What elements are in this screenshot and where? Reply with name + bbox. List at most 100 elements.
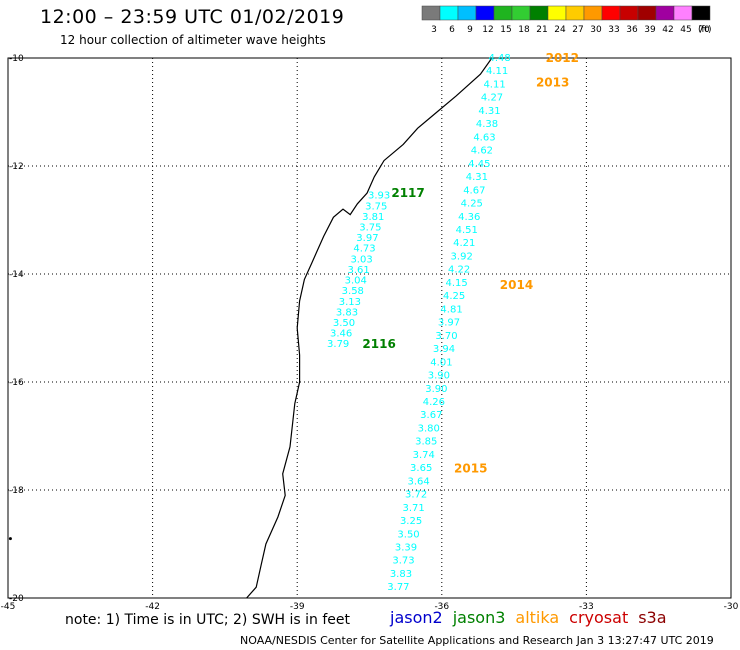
wave-height-value: 4.01 [430,357,452,368]
wave-height-value: 3.93 [368,191,390,202]
wave-height-value: 4.67 [463,185,485,196]
legend-label: 39 [644,25,656,35]
legend-label: 36 [626,25,638,35]
legend-label: 18 [518,25,530,35]
wave-height-value: 3.97 [356,233,378,244]
wave-height-value: 3.67 [420,410,442,421]
legend-label: 70 [698,25,710,35]
legend-swatch [691,5,711,21]
legend-label: 24 [554,25,566,35]
legend-label: 27 [572,25,583,35]
lon-tick-label: -39 [290,602,305,610]
wave-height-value: 4.62 [471,146,493,157]
wave-height-value: 4.15 [445,278,467,289]
coastline [246,57,493,599]
wave-height-value: 4.21 [453,238,475,249]
wave-height-value: 3.39 [395,543,417,554]
map-frame [7,57,732,599]
wave-height-value: 4.25 [443,291,465,302]
wave-height-value: 3.77 [387,582,409,593]
pass-label: 2117 [391,186,424,200]
footer-note: note: 1) Time is in UTC; 2) SWH is in fe… [65,612,351,628]
satellite-legend-s3a: s3a [638,608,667,627]
wave-height-value: 3.61 [348,265,370,276]
wave-height-value: 4.25 [461,199,483,210]
wave-height-value: 3.97 [438,318,460,329]
wave-height-value: 3.70 [435,331,457,342]
lat-tick-label: -20 [9,594,24,604]
wave-height-value: 3.03 [350,254,372,265]
wave-height-value: 3.64 [408,476,430,487]
wave-height-value: 4.51 [456,225,478,236]
wave-height-value: 3.94 [433,344,455,355]
lat-tick-label: -10 [9,54,24,64]
wave-height-value: 4.31 [478,106,500,117]
wave-height-value: 3.90 [428,371,450,382]
wave-height-value: 4.63 [473,132,495,143]
wave-height-value: 4.38 [476,119,498,130]
legend-label: 15 [500,25,511,35]
pass-label: 2012 [546,51,579,65]
wave-height-value: 3.72 [405,490,427,501]
lon-tick-label: -30 [724,602,739,610]
wave-height-value: 4.26 [423,397,445,408]
wave-height-value: 4.27 [481,93,503,104]
pass-label: 2014 [500,278,533,292]
color-legend: 3 6 9 12 15 18 21 24 27 30 33 36 39 42 45 70(ft) [421,5,712,35]
pass-label: 2013 [536,75,569,89]
satellite-legend: jason2 jason3 altika cryosat s3a [390,608,677,632]
wave-height-value: 3.90 [425,384,447,395]
wave-height-value: 3.83 [390,569,412,580]
wave-height-value: 3.50 [397,529,419,540]
lon-tick-label: -42 [145,602,160,610]
wave-height-value: 3.75 [365,201,387,212]
wave-height-value: 3.46 [330,329,352,340]
wave-height-value: 4.36 [458,212,480,223]
island-marker [8,537,12,541]
pass-label: 2116 [362,337,395,351]
lat-tick-label: -18 [9,486,24,496]
wave-height-value: 3.75 [359,223,381,234]
legend-label: 42 [662,25,673,35]
lat-tick-label: -16 [9,378,24,388]
legend-label: 33 [608,25,619,35]
wave-height-value: 3.79 [327,339,349,350]
wave-height-value: 3.73 [392,556,414,567]
wave-height-value: 4.11 [486,66,508,77]
wave-height-value: 3.81 [362,212,384,223]
wave-height-value: 3.85 [415,437,437,448]
wave-height-value: 3.83 [336,307,358,318]
wave-height-value: 3.92 [451,251,473,262]
satellite-legend-cryosat: cryosat [569,608,629,627]
legend-label: 6 [449,25,455,35]
wave-height-value: 3.65 [410,463,432,474]
wave-height-value: 3.58 [342,286,364,297]
wave-height-value: 4.22 [448,265,470,276]
wave-height-value: 4.11 [483,79,505,90]
wave-height-value: 4.31 [466,172,488,183]
lat-tick-label: -14 [9,270,24,280]
wave-height-value: 3.50 [333,318,355,329]
wave-height-value: 4.45 [468,159,490,170]
legend-label: 21 [536,25,547,35]
wave-height-value: 3.25 [400,516,422,527]
legend-label: 45 [680,25,691,35]
map-subtitle: 12 hour collection of altimeter wave hei… [60,33,326,47]
wave-height-value: 3.74 [413,450,435,461]
lat-tick-label: -12 [9,162,24,172]
wave-height-value: 3.04 [345,276,367,287]
wave-height-value: 3.13 [339,297,361,308]
lon-tick-label: -36 [434,602,449,610]
wave-height-value: 4.48 [489,53,511,64]
pass-label: 2015 [454,461,487,475]
wave-height-value: 3.80 [418,423,440,434]
satellite-legend-jason3: jason3 [452,608,506,627]
credit-line: NOAA/NESDIS Center for Satellite Applica… [240,634,714,647]
satellite-legend-jason2: jason2 [390,608,443,627]
legend-label: 12 [482,25,493,35]
satellite-legend-altika: altika [515,608,560,627]
legend-unit: (ft) [698,25,712,35]
legend-label: 9 [467,25,473,35]
wave-height-value: 3.71 [402,503,424,514]
lon-tick-label: -33 [579,602,594,610]
